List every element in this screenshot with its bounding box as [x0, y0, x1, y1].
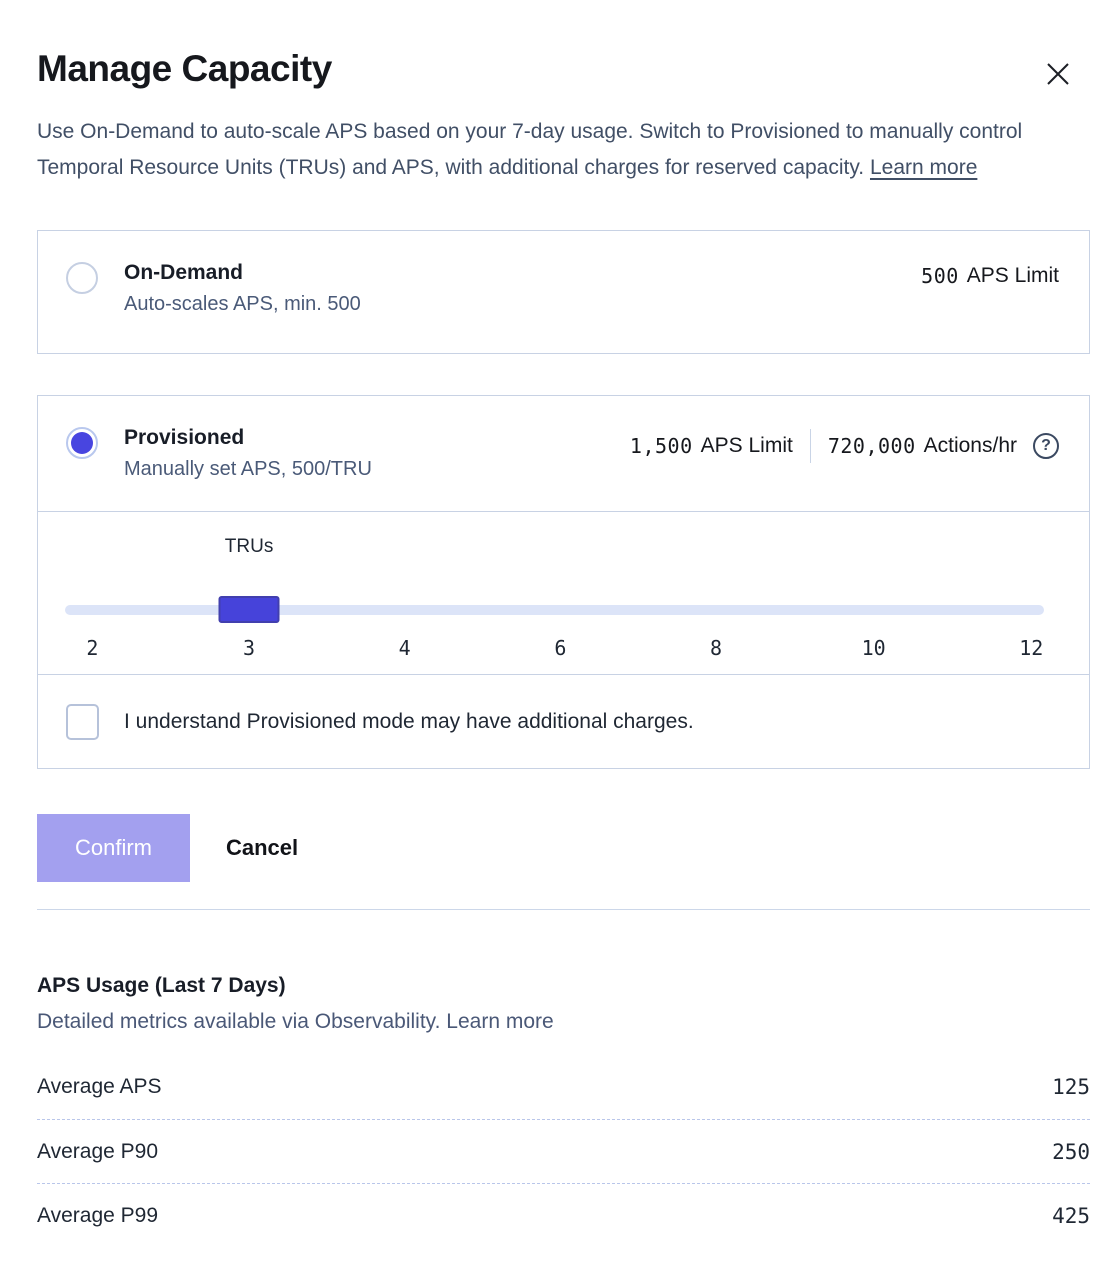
tick-label: 8	[710, 636, 723, 660]
tick-label: 2	[86, 636, 99, 660]
provisioned-actions-value: 720,000	[827, 434, 916, 458]
usage-subtitle-text: Detailed metrics available via Observabi…	[37, 1010, 441, 1033]
usage-row-value: 250	[1052, 1139, 1090, 1164]
provisioned-stats: 1,500 APS Limit 720,000 Actions/hr ?	[630, 429, 1059, 463]
provisioned-aps-unit: APS Limit	[700, 434, 793, 457]
table-row: Average APS 125	[37, 1055, 1090, 1119]
provisioned-card: Provisioned Manually set APS, 500/TRU 1,…	[37, 395, 1090, 769]
on-demand-option-card[interactable]: On-Demand Auto-scales APS, min. 500 500 …	[37, 230, 1090, 354]
stats-divider	[809, 429, 811, 463]
close-icon	[1047, 63, 1069, 85]
on-demand-option-left: On-Demand Auto-scales APS, min. 500	[66, 261, 361, 316]
on-demand-option-row: On-Demand Auto-scales APS, min. 500 500 …	[38, 231, 1089, 346]
aps-usage-section: APS Usage (Last 7 Days) Detailed metrics…	[37, 974, 1090, 1247]
dialog-actions: Confirm Cancel	[37, 814, 1090, 882]
provisioned-option-left: Provisioned Manually set APS, 500/TRU	[66, 426, 372, 481]
slider-ticks: 2 3 4 6 8 10 12	[65, 636, 1044, 662]
help-icon[interactable]: ?	[1033, 433, 1059, 459]
usage-learn-more-link[interactable]: Learn more	[446, 1010, 554, 1033]
usage-row-label: Average APS	[37, 1075, 162, 1098]
on-demand-label: On-Demand	[124, 261, 244, 284]
on-demand-aps-limit: 500 APS Limit	[921, 264, 1059, 288]
tick-label: 10	[861, 636, 886, 660]
learn-more-link[interactable]: Learn more	[869, 156, 978, 179]
page-title: Manage Capacity	[37, 48, 332, 89]
provisioned-actions-unit: Actions/hr	[923, 434, 1017, 457]
usage-row-value: 425	[1052, 1203, 1090, 1228]
tru-slider: TRUs 2 3 4 6 8 10 12	[65, 536, 1044, 660]
usage-subtitle: Detailed metrics available via Observabi…	[37, 1010, 1090, 1034]
tru-slider-track[interactable]	[65, 596, 1044, 623]
provisioned-label: Provisioned	[124, 426, 245, 449]
usage-title: APS Usage (Last 7 Days)	[37, 974, 286, 997]
tick-label: 12	[1019, 636, 1044, 660]
section-divider	[37, 909, 1090, 910]
usage-row-label: Average P99	[37, 1203, 159, 1227]
tick-label: 3	[243, 636, 256, 660]
usage-row-label: Average P90	[37, 1139, 159, 1163]
acknowledge-section: I understand Provisioned mode may have a…	[38, 674, 1089, 768]
slider-label: TRUs	[224, 536, 274, 557]
acknowledge-label: I understand Provisioned mode may have a…	[124, 709, 694, 733]
manage-capacity-dialog: Manage Capacity Use On-Demand to auto-sc…	[37, 48, 1090, 1247]
table-row: Average P90 250	[37, 1119, 1090, 1183]
tick-label: 6	[554, 636, 567, 660]
provisioned-sublabel: Manually set APS, 500/TRU	[124, 458, 372, 480]
dialog-header: Manage Capacity	[37, 48, 1090, 92]
description-text: Use On-Demand to auto-scale APS based on…	[37, 120, 1023, 179]
provisioned-radio-dot	[71, 432, 93, 454]
table-row: Average P99 425	[37, 1183, 1090, 1247]
cancel-button[interactable]: Cancel	[226, 835, 299, 860]
dialog-description: Use On-Demand to auto-scale APS based on…	[37, 114, 1087, 186]
provisioned-aps-value: 1,500	[629, 434, 693, 458]
provisioned-option-row[interactable]: Provisioned Manually set APS, 500/TRU 1,…	[38, 396, 1089, 511]
tru-slider-handle[interactable]	[218, 596, 280, 623]
tru-slider-section: TRUs 2 3 4 6 8 10 12	[38, 511, 1089, 674]
tick-label: 4	[398, 636, 411, 660]
usage-table: Average APS 125 Average P90 250 Average …	[37, 1055, 1090, 1247]
on-demand-radio[interactable]	[66, 262, 98, 294]
provisioned-text: Provisioned Manually set APS, 500/TRU	[124, 426, 372, 481]
on-demand-aps-unit: APS Limit	[966, 264, 1059, 287]
on-demand-aps-value: 500	[921, 264, 959, 288]
provisioned-radio[interactable]	[66, 427, 98, 459]
on-demand-sublabel: Auto-scales APS, min. 500	[124, 293, 361, 315]
confirm-button[interactable]: Confirm	[37, 814, 190, 882]
usage-row-value: 125	[1052, 1075, 1090, 1099]
close-button[interactable]	[1040, 56, 1076, 92]
on-demand-text: On-Demand Auto-scales APS, min. 500	[124, 261, 361, 316]
acknowledge-checkbox[interactable]	[66, 703, 99, 740]
